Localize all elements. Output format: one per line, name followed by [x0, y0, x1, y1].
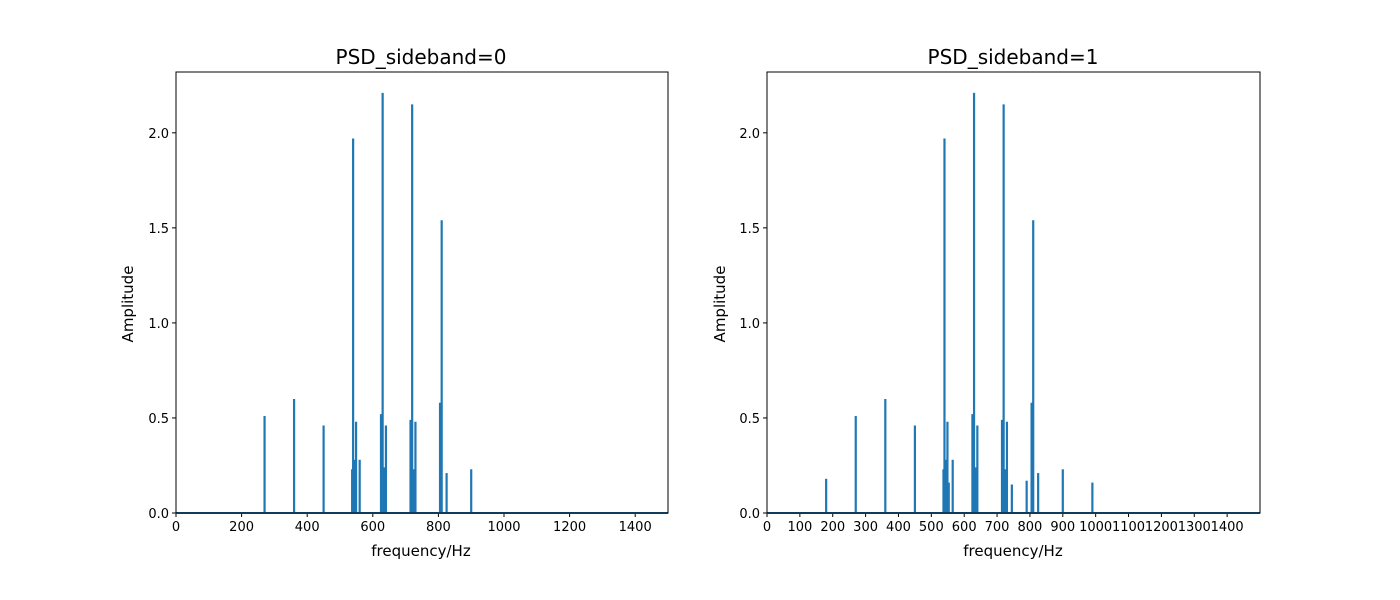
x-tick-label: 500	[919, 520, 944, 535]
x-axis-label: frequency/Hz	[963, 542, 1063, 560]
x-tick-label: 400	[295, 520, 320, 535]
x-tick-label: 100	[787, 520, 812, 535]
y-tick-label: 1.0	[739, 317, 760, 332]
x-tick-label: 1000	[1079, 520, 1112, 535]
y-tick-label: 1.0	[148, 317, 169, 332]
axes-frame	[175, 71, 669, 514]
x-tick-label: 1100	[1112, 520, 1145, 535]
x-tick-label: 1300	[1178, 520, 1211, 535]
axis-ticks: 0 100 200 300 400 500 600 700 800 900 1000 1100 1200…	[739, 127, 1243, 535]
y-tick-label: 0.5	[739, 412, 760, 427]
x-tick-label: 800	[426, 520, 451, 535]
x-tick-label: 300	[853, 520, 878, 535]
chart-panel-sideband-1: PSD_sideband=1 frequency/Hz Amplitude 0 1…	[711, 45, 1261, 560]
x-tick-label: 700	[985, 520, 1010, 535]
y-tick-label: 2.0	[148, 127, 169, 142]
x-tick-label: 1200	[553, 520, 586, 535]
y-axis-label: Amplitude	[711, 266, 729, 343]
x-tick-label: 1400	[1211, 520, 1244, 535]
x-tick-label: 0	[763, 520, 771, 535]
x-tick-label: 1400	[619, 520, 652, 535]
y-axis-label: Amplitude	[119, 266, 137, 343]
x-tick-label: 1200	[1145, 520, 1178, 535]
y-tick-label: 0.0	[739, 507, 760, 522]
x-tick-label: 0	[172, 520, 180, 535]
chart-panel-sideband-0: PSD_sideband=0 frequency/Hz Amplitude 0 2…	[119, 45, 669, 560]
x-tick-label: 600	[952, 520, 977, 535]
x-axis-label: frequency/Hz	[371, 542, 471, 560]
y-tick-label: 1.5	[148, 222, 169, 237]
x-tick-label: 1000	[487, 520, 520, 535]
x-tick-label: 400	[886, 520, 911, 535]
y-tick-label: 0.5	[148, 412, 169, 427]
x-tick-label: 200	[229, 520, 254, 535]
plot-area	[767, 92, 1260, 514]
plot-area	[176, 92, 668, 514]
x-tick-label: 900	[1050, 520, 1075, 535]
x-tick-label: 600	[360, 520, 385, 535]
y-tick-label: 0.0	[148, 507, 169, 522]
y-tick-label: 1.5	[739, 222, 760, 237]
x-tick-label: 200	[820, 520, 845, 535]
x-tick-label: 800	[1018, 520, 1043, 535]
chart-title: PSD_sideband=0	[336, 45, 507, 69]
axis-ticks: 0 200 400 600 800 1000 1200 1400 0.0 0.5 1.0 1.5 2.0	[148, 127, 651, 535]
chart-title: PSD_sideband=1	[928, 45, 1099, 69]
y-tick-label: 2.0	[739, 127, 760, 142]
axes-frame	[766, 71, 1261, 514]
